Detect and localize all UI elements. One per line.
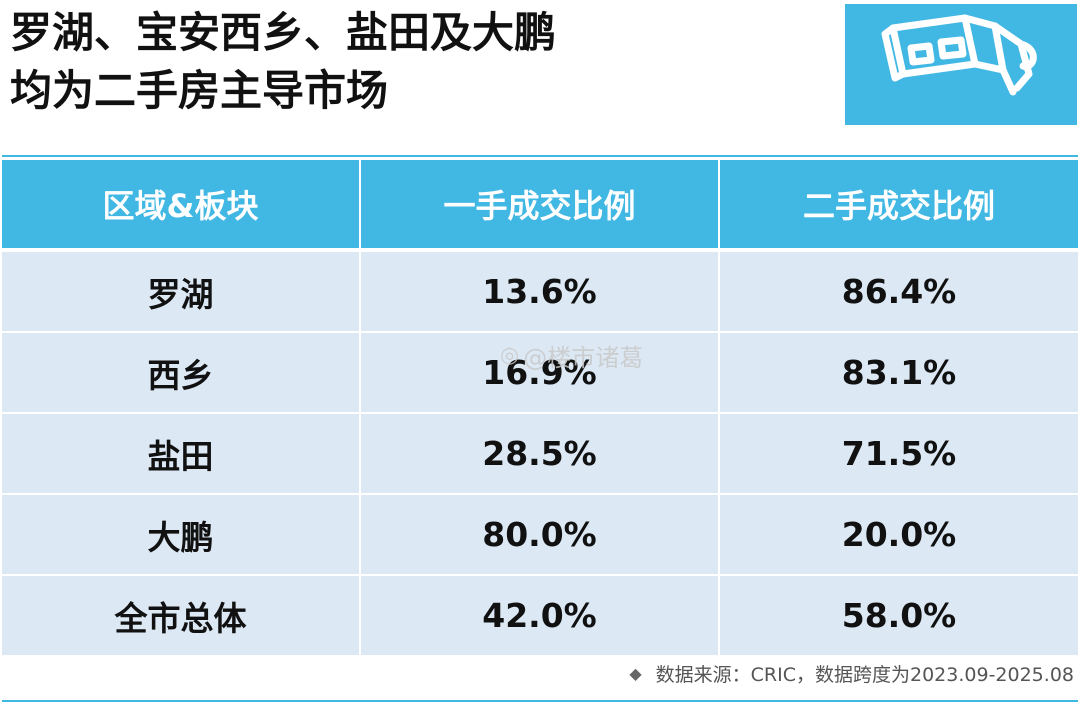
weibo-icon: ◎	[500, 343, 520, 368]
title-line-1: 罗湖、宝安西乡、盐田及大鹏	[10, 8, 557, 57]
diamond-icon: ◆	[629, 664, 642, 683]
logo-badge	[845, 4, 1077, 125]
bottom-rule	[2, 700, 1078, 702]
table-row: 西乡 16.9% 83.1%	[2, 333, 1078, 412]
new-ratio-cell: 28.5%	[361, 414, 718, 493]
watermark-text: @楼市诸葛	[523, 344, 644, 372]
region-cell: 盐田	[2, 414, 359, 493]
table-row: 罗湖 13.6% 86.4%	[2, 252, 1078, 331]
region-cell: 西乡	[2, 333, 359, 412]
table-row: 全市总体 42.0% 58.0%	[2, 576, 1078, 655]
data-table: 区域&板块 一手成交比例 二手成交比例 罗湖 13.6% 86.4% 西乡 16…	[2, 160, 1078, 657]
header-new-ratio: 一手成交比例	[361, 160, 718, 248]
new-ratio-cell: 13.6%	[361, 252, 718, 331]
header-second-ratio: 二手成交比例	[720, 160, 1078, 248]
new-ratio-cell: 42.0%	[361, 576, 718, 655]
new-ratio-cell: 16.9%	[361, 333, 718, 412]
table-row: 大鹏 80.0% 20.0%	[2, 495, 1078, 574]
top-rule	[2, 155, 1078, 157]
page-title: 罗湖、宝安西乡、盐田及大鹏 均为二手房主导市场	[10, 4, 810, 120]
second-ratio-cell: 83.1%	[720, 333, 1078, 412]
second-ratio-cell: 20.0%	[720, 495, 1078, 574]
second-ratio-cell: 58.0%	[720, 576, 1078, 655]
source-text: 数据来源：CRIC，数据跨度为2023.09-2025.08	[655, 664, 1074, 686]
3d-glasses-icon	[881, 14, 1037, 96]
new-ratio-cell: 80.0%	[361, 495, 718, 574]
watermark: ◎ @楼市诸葛	[500, 338, 643, 373]
second-ratio-cell: 71.5%	[720, 414, 1078, 493]
header-region: 区域&板块	[2, 160, 359, 248]
second-ratio-cell: 86.4%	[720, 252, 1078, 331]
title-line-2: 均为二手房主导市场	[10, 66, 389, 115]
table-row: 盐田 28.5% 71.5%	[2, 414, 1078, 493]
table-header-row: 区域&板块 一手成交比例 二手成交比例	[2, 160, 1078, 248]
source-note: ◆ 数据来源：CRIC，数据跨度为2023.09-2025.08	[629, 660, 1074, 687]
region-cell: 大鹏	[2, 495, 359, 574]
region-cell: 罗湖	[2, 252, 359, 331]
region-cell: 全市总体	[2, 576, 359, 655]
